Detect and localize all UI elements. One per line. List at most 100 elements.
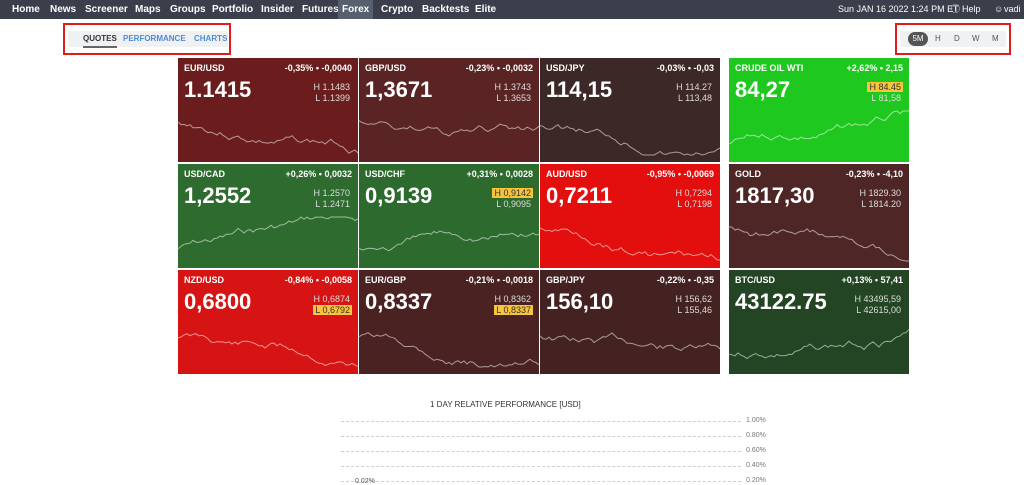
grid-line [341,421,741,422]
nav-forex[interactable]: Forex [338,0,374,19]
help-icon[interactable]: ⓘ [951,4,961,14]
tile-change: +0,31% • 0,0028 [466,169,533,179]
quote-tile-eur-usd[interactable]: EUR/USD -0,35% • -0,0040 1.1415 H 1.1483 L 1… [178,58,358,162]
tab-charts[interactable]: CHARTS [194,34,228,43]
quote-tile-gbp-jpy[interactable]: GBP/JPY -0,22% • -0,35 156,10 H 156,62 L 155… [540,270,720,374]
tile-price: 0,8337 [365,289,433,314]
tile-price: 1,3671 [365,77,433,102]
tile-sparkline [540,227,720,261]
nav-portfolio[interactable]: Portfolio [212,4,254,15]
tile-symbol: GOLD [735,169,761,179]
tile-symbol: USD/CHF [365,169,405,179]
y-tick-label: 0.40% [746,462,766,469]
y-tick-label: 1.00% [746,417,766,424]
tile-change: -0,23% • -0,0032 [465,63,533,73]
tile-price: 0,6800 [184,289,252,314]
quote-tile-crude-oil-wti[interactable]: CRUDE OIL WTI +2,62% • 2,15 84,27 H 84.45 L … [729,58,909,162]
tab-performance[interactable]: PERFORMANCE [123,34,186,43]
tile-high: H 1.1483 [313,82,350,92]
sparkline-path [540,124,720,156]
top-navigation-bar: Home News Screener Maps Groups Portfolio Insid… [0,0,1024,19]
tile-symbol: USD/JPY [546,63,585,73]
nav-maps[interactable]: Maps [135,4,161,15]
quote-tile-usd-chf[interactable]: USD/CHF +0,31% • 0,0028 0,9139 H 0,9142 L 0,… [359,164,539,268]
tile-sparkline [178,121,358,154]
timeframe-w[interactable]: W [972,34,980,43]
y-tick-label: 0.80% [746,432,766,439]
tile-change: -0,35% • -0,0040 [284,63,352,73]
nav-groups[interactable]: Groups [170,4,206,15]
sparkline-path [359,230,539,252]
tile-low: L 0,6792 [313,305,352,315]
timeframe-5m[interactable]: 5M [908,32,928,46]
y-tick-label: 0.20% [746,477,766,484]
timeframe-h[interactable]: H [935,34,941,43]
nav-crypto[interactable]: Crypto [381,4,414,15]
view-tabs: QUOTES PERFORMANCE CHARTS [63,23,231,55]
sparkline-path [729,328,909,360]
tile-price: 0,9139 [365,183,433,208]
tile-low: L 1.1399 [315,93,350,103]
tile-price: 43122.75 [735,289,827,314]
nav-backtests[interactable]: Backtests [422,4,470,15]
tile-high: H 43495,59 [854,294,901,304]
tile-change: +0,13% • 57,41 [841,275,903,285]
quote-tile-gbp-usd[interactable]: GBP/USD -0,23% • -0,0032 1,3671 H 1.3743 L 1… [359,58,539,162]
tile-sparkline [178,216,358,250]
tile-sparkline [729,226,909,262]
tile-price: 0,7211 [546,183,613,208]
performance-first-value: 0.02% [355,478,375,485]
quote-tile-usd-jpy[interactable]: USD/JPY -0,03% • -0,03 114,15 H 114.27 L 113… [540,58,720,162]
tile-price: 1817,30 [735,183,815,208]
tile-price: 1,2552 [184,183,252,208]
quote-tile-gold[interactable]: GOLD -0,23% • -4,10 1817,30 H 1829.30 L 1814… [729,164,909,268]
tile-high: H 1829.30 [859,188,901,198]
sparkline-path [729,226,909,262]
tile-high: H 0,7294 [675,188,712,198]
performance-chart-title: 1 DAY RELATIVE PERFORMANCE [USD] [430,400,581,409]
grid-line [341,436,741,437]
quote-tile-aud-usd[interactable]: AUD/USD -0,95% • -0,0069 0,7211 H 0,7294 L 0… [540,164,720,268]
tile-high: H 0,9142 [492,188,533,198]
tab-quotes[interactable]: QUOTES [83,34,117,48]
tile-symbol: GBP/JPY [546,275,586,285]
tile-low: L 1.3653 [496,93,531,103]
quote-tile-usd-cad[interactable]: USD/CAD +0,26% • 0,0032 1,2552 H 1.2570 L 1.… [178,164,358,268]
tile-change: -0,95% • -0,0069 [646,169,714,179]
sparkline-path [359,120,539,137]
tile-low: L 0,8337 [494,305,533,315]
tile-change: +0,26% • 0,0032 [285,169,352,179]
nav-news[interactable]: News [50,4,77,15]
nav-insider[interactable]: Insider [261,4,294,15]
datetime-label: Sun JAN 16 2022 1:24 PM ET [838,4,959,14]
tile-sparkline [729,110,909,145]
timeframe-d[interactable]: D [954,34,960,43]
tile-low: L 0,9095 [496,199,531,209]
nav-elite[interactable]: Elite [475,4,497,15]
sparkline-path [359,332,539,368]
tile-change: -0,84% • -0,0058 [284,275,352,285]
tile-low: L 81,58 [871,93,901,103]
tile-price: 114,15 [546,77,613,102]
sparkline-path [729,110,909,145]
timeframe-selector: 5M H D W M [895,23,1011,55]
quote-tile-btc-usd[interactable]: BTC/USD +0,13% • 57,41 43122.75 H 43495,59 L… [729,270,909,374]
quote-tile-nzd-usd[interactable]: NZD/USD -0,84% • -0,0058 0,6800 H 0,6874 L 0… [178,270,358,374]
tile-symbol: GBP/USD [365,63,407,73]
timeframe-m[interactable]: M [992,34,999,43]
sparkline-path [540,332,720,352]
sparkline-path [178,333,358,368]
nav-futures[interactable]: Futures [302,4,339,15]
quote-tile-eur-gbp[interactable]: EUR/GBP -0,21% • -0,0018 0,8337 H 0,8362 L 0… [359,270,539,374]
tile-change: -0,23% • -4,10 [845,169,903,179]
tile-symbol: EUR/GBP [365,275,407,285]
user-name[interactable]: vadi [1004,4,1021,14]
nav-screener[interactable]: Screener [85,4,128,15]
tile-low: L 42615,00 [856,305,901,315]
user-icon[interactable]: ☺ [994,4,1004,14]
help-link[interactable]: Help [962,4,981,14]
grid-line [341,466,741,467]
tile-price: 1.1415 [184,77,252,102]
nav-home[interactable]: Home [12,4,40,15]
tile-symbol: AUD/USD [546,169,588,179]
